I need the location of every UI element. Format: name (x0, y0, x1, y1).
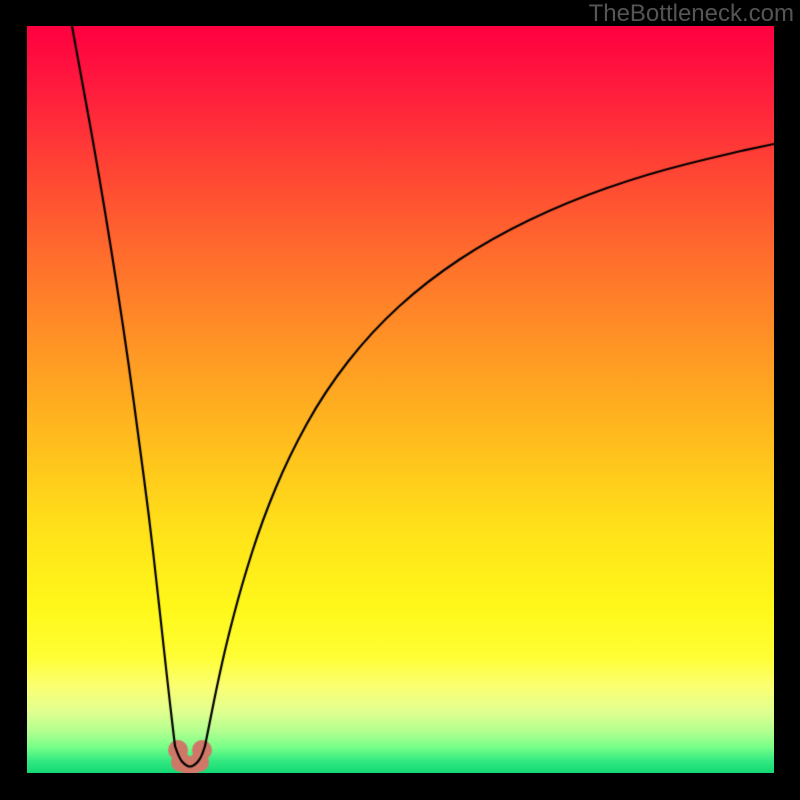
bottleneck-curve (27, 26, 774, 773)
frame-bottom (0, 773, 800, 800)
watermark-text: TheBottleneck.com (589, 0, 794, 28)
frame-left (0, 0, 27, 800)
plot-area (27, 26, 774, 773)
frame-right (774, 0, 800, 800)
